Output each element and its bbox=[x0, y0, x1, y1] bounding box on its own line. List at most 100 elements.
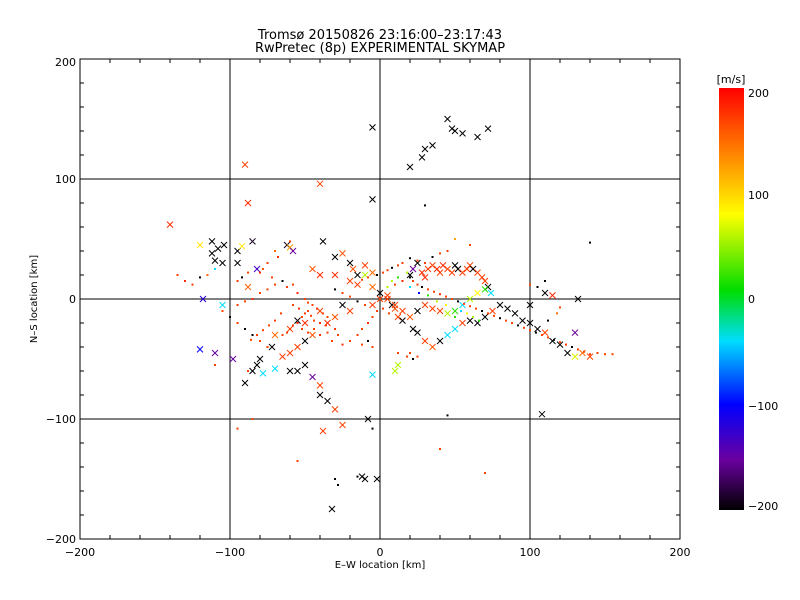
data-point-dot bbox=[286, 331, 288, 334]
data-point-x bbox=[436, 269, 444, 276]
data-point-dot bbox=[589, 241, 591, 244]
data-point-x bbox=[331, 253, 339, 261]
data-point-dot bbox=[412, 358, 414, 360]
data-point-x bbox=[219, 301, 226, 309]
data-point-dot bbox=[439, 448, 441, 450]
data-point-dot bbox=[424, 204, 426, 207]
data-point-dot bbox=[371, 316, 374, 318]
data-point-dot bbox=[463, 302, 465, 305]
data-point-x bbox=[534, 325, 541, 333]
data-point-dot bbox=[361, 278, 363, 281]
data-point-dot bbox=[266, 262, 269, 264]
data-point-dot bbox=[472, 316, 474, 318]
data-point-dot bbox=[421, 286, 423, 288]
data-point-dot bbox=[307, 331, 309, 334]
data-point-dot bbox=[247, 370, 249, 372]
data-point-x bbox=[364, 415, 372, 423]
data-point-dot bbox=[604, 353, 606, 356]
data-point-x bbox=[391, 301, 399, 309]
data-point-dot bbox=[559, 306, 561, 309]
data-point-dot bbox=[281, 334, 284, 336]
data-point-dot bbox=[371, 346, 374, 348]
data-point-dot bbox=[469, 305, 471, 308]
data-point-x bbox=[538, 410, 546, 418]
data-point-dot bbox=[424, 262, 426, 264]
data-point-x bbox=[301, 337, 309, 345]
y-tick-label: 200 bbox=[55, 56, 76, 69]
data-point-x bbox=[271, 365, 279, 372]
data-point-dot bbox=[436, 300, 438, 303]
data-point-x bbox=[256, 355, 264, 363]
data-point-x bbox=[199, 295, 207, 303]
data-point-x bbox=[451, 127, 459, 135]
data-point-x bbox=[511, 310, 519, 317]
data-point-dot bbox=[364, 304, 366, 306]
data-point-dot bbox=[409, 352, 411, 354]
data-point-x bbox=[394, 361, 402, 369]
colorbar-label: [m/s] bbox=[717, 73, 746, 86]
colorbar-tick-label: −100 bbox=[748, 400, 778, 413]
data-point-x bbox=[316, 180, 324, 188]
data-point-dot bbox=[559, 341, 561, 344]
data-point-x bbox=[316, 391, 324, 399]
data-point-x bbox=[376, 289, 384, 297]
data-point-dot bbox=[445, 304, 447, 306]
data-point-dot bbox=[298, 307, 300, 310]
x-tick-label: −200 bbox=[65, 546, 95, 559]
data-point-x bbox=[196, 346, 204, 353]
axis-ticks bbox=[79, 58, 681, 540]
data-point-dot bbox=[553, 338, 555, 341]
data-point-dot bbox=[241, 276, 243, 279]
data-point-dot bbox=[446, 414, 449, 417]
data-point-dot bbox=[433, 290, 435, 293]
data-point-dot bbox=[292, 304, 294, 306]
data-point-dot bbox=[316, 307, 318, 310]
data-point-dot bbox=[236, 427, 239, 430]
data-point-x bbox=[466, 295, 474, 303]
data-point-x bbox=[549, 292, 556, 299]
data-point-dot bbox=[487, 312, 489, 315]
data-point-x bbox=[429, 343, 436, 351]
data-point-x bbox=[399, 317, 406, 324]
data-point-dot bbox=[296, 292, 299, 294]
data-point-dot bbox=[451, 298, 453, 300]
data-point-dot bbox=[445, 295, 447, 298]
data-point-x bbox=[399, 307, 406, 315]
data-point-dot bbox=[301, 316, 303, 318]
data-point-x bbox=[436, 337, 444, 345]
data-point-dot bbox=[454, 316, 456, 318]
data-point-x bbox=[249, 367, 256, 375]
data-point-x bbox=[406, 163, 414, 171]
data-point-dot bbox=[517, 324, 519, 327]
data-point-x bbox=[474, 133, 481, 141]
data-point-dot bbox=[583, 350, 585, 353]
data-point-x bbox=[414, 329, 421, 336]
data-point-dot bbox=[376, 274, 378, 276]
data-point-x bbox=[469, 265, 477, 273]
data-point-dot bbox=[382, 271, 384, 274]
data-point-x bbox=[421, 274, 429, 281]
data-point-dot bbox=[391, 280, 393, 282]
data-point-dot bbox=[244, 300, 246, 303]
data-point-dot bbox=[356, 475, 359, 478]
data-point-dot bbox=[349, 340, 351, 342]
data-point-dot bbox=[322, 312, 324, 315]
data-point-x bbox=[409, 265, 417, 273]
data-point-dot bbox=[274, 250, 276, 252]
data-point-x bbox=[429, 262, 436, 269]
data-point-dot bbox=[611, 353, 614, 356]
data-point-dot bbox=[262, 329, 264, 332]
data-point-dot bbox=[536, 286, 539, 288]
data-point-dot bbox=[221, 310, 224, 312]
data-point-x bbox=[454, 265, 462, 273]
data-point-dot bbox=[292, 324, 294, 327]
data-point-dot bbox=[371, 427, 374, 430]
data-point-dot bbox=[475, 307, 477, 310]
data-point-dot bbox=[268, 324, 270, 327]
data-point-dot bbox=[256, 334, 258, 336]
data-point-dot bbox=[544, 280, 546, 282]
data-point-x bbox=[526, 319, 534, 327]
data-point-dot bbox=[367, 276, 369, 279]
data-point-dot bbox=[304, 298, 306, 300]
data-point-dot bbox=[386, 286, 389, 288]
